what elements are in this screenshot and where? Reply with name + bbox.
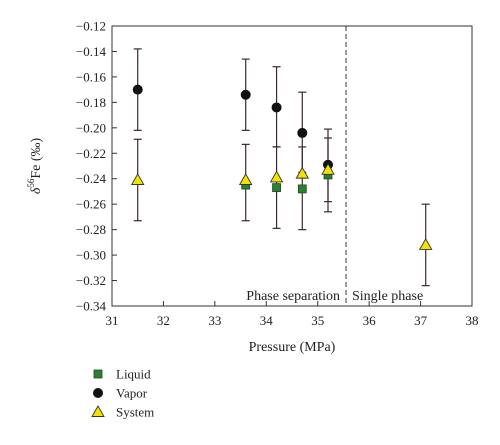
point-system [238,173,253,185]
point-system [130,173,145,185]
y-tick-label: −0.32 [76,273,106,288]
y-tick-label: −0.12 [76,19,106,34]
annotations: Phase separation Single phase [246,289,423,304]
point-vapor [297,127,308,138]
y-axis-label: δ56Fe (‰) [26,137,44,194]
annotation-phase-separation: Phase separation [246,289,340,304]
point-vapor [271,102,282,113]
legend-label-system: System [116,405,154,420]
axes [111,25,473,307]
x-axis-title: Pressure (MPa) [249,340,336,355]
legend-label-vapor: Vapor [116,386,148,401]
legend: Liquid Vapor System [91,367,154,420]
x-axis-label: Pressure (MPa) [249,340,336,355]
x-tick-label: 37 [414,313,428,328]
data-points [130,84,433,250]
x-tick-label: 31 [106,313,119,328]
x-tick-label: 36 [363,313,377,328]
y-tick-label: −0.30 [76,248,106,263]
x-tick-label: 33 [208,313,221,328]
y-tick-label: −0.16 [76,69,107,84]
y-tick-label: −0.20 [76,120,106,135]
error-bars [133,48,430,287]
y-tick-label: −0.14 [76,44,107,59]
ticks: 31 32 33 34 35 36 37 38 −0.34 −0.32 −0.30 −0.28 −0.2… [76,19,479,329]
y-tick-label: −0.18 [76,95,106,110]
y-tick-label: −0.22 [76,146,106,161]
point-system [295,166,310,179]
x-tick-label: 35 [311,313,324,328]
x-tick-label: 38 [466,313,479,328]
point-vapor [132,84,143,95]
point-liquid [297,184,307,194]
legend-marker-liquid [93,369,103,379]
legend-marker-system [91,405,105,417]
y-tick-label: −0.26 [76,197,107,212]
plot-frame [111,25,473,307]
annotation-single-phase: Single phase [352,289,423,304]
x-tick-label: 34 [260,313,274,328]
x-tick-label: 32 [157,313,170,328]
point-system [321,162,335,175]
legend-label-liquid: Liquid [116,367,151,382]
point-vapor [240,89,251,100]
y-tick-label: −0.34 [76,299,107,314]
y-tick-label: −0.28 [76,222,106,237]
point-system [269,170,284,183]
point-liquid [272,183,281,193]
y-tick-label: −0.24 [76,171,107,186]
y-axis-title: δ56Fe (‰) [26,137,44,194]
legend-marker-vapor [93,388,103,398]
point-system [418,238,433,250]
